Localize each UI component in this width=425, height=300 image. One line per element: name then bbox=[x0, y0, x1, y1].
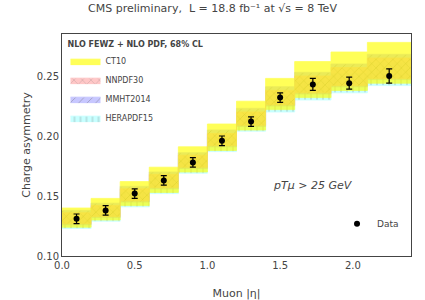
svg-text:0.0: 0.0 bbox=[54, 260, 70, 271]
svg-text:MMHT2014: MMHT2014 bbox=[105, 95, 150, 104]
svg-text:HERAPDF15: HERAPDF15 bbox=[105, 114, 153, 123]
svg-text:Data: Data bbox=[377, 219, 399, 229]
svg-text:0.25: 0.25 bbox=[37, 71, 59, 82]
svg-text:Muon |η|: Muon |η| bbox=[212, 287, 260, 300]
svg-text:0.20: 0.20 bbox=[37, 131, 59, 142]
svg-text:NLO FEWZ + NLO PDF, 68% CL: NLO FEWZ + NLO PDF, 68% CL bbox=[67, 40, 202, 49]
svg-text:pTμ > 25 GeV: pTμ > 25 GeV bbox=[273, 179, 353, 192]
svg-text:CT10: CT10 bbox=[105, 57, 126, 66]
svg-text:2.0: 2.0 bbox=[345, 260, 361, 271]
svg-text:1.0: 1.0 bbox=[199, 260, 215, 271]
svg-text:CMS preliminary, L = 18.8 fb⁻: CMS preliminary, L = 18.8 fb⁻¹ at √s = 8… bbox=[88, 2, 337, 15]
svg-text:0.15: 0.15 bbox=[37, 191, 59, 202]
svg-text:NNPDF30: NNPDF30 bbox=[105, 76, 143, 85]
svg-text:0.5: 0.5 bbox=[127, 260, 143, 271]
svg-text:1.5: 1.5 bbox=[272, 260, 288, 271]
svg-text:0.10: 0.10 bbox=[37, 251, 59, 262]
svg-text:Charge asymmetry: Charge asymmetry bbox=[20, 92, 33, 198]
